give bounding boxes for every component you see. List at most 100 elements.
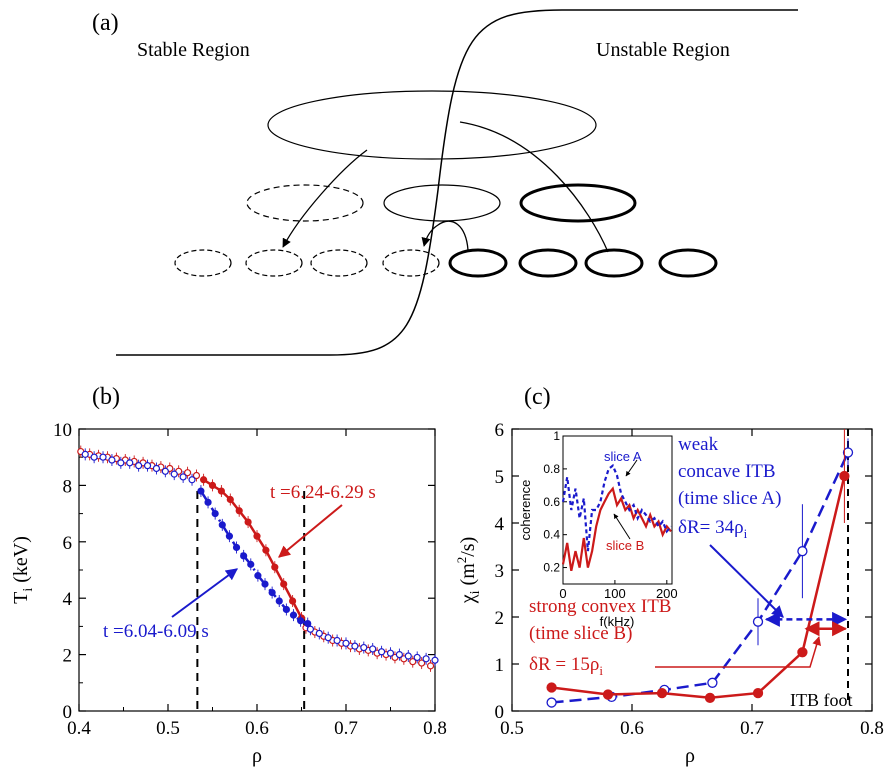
blue-label-line2: concave ITB bbox=[678, 461, 776, 482]
b-red-filled-point bbox=[208, 481, 217, 489]
b-blue-open-point bbox=[90, 453, 98, 461]
b-ytick-label: 8 bbox=[63, 476, 73, 497]
small-eddy-8 bbox=[658, 248, 718, 278]
stable-region-label: Stable Region bbox=[137, 39, 250, 61]
small-eddy-4 bbox=[382, 249, 440, 277]
b-ytick-label: 2 bbox=[63, 646, 73, 667]
b-blue-open-point bbox=[333, 636, 341, 645]
b-blue-filled-point bbox=[240, 552, 248, 560]
c-slice-a-point bbox=[707, 677, 718, 688]
panel-c-label: (c) bbox=[524, 384, 551, 410]
small-eddy-5 bbox=[448, 248, 508, 278]
b-blue-open-point bbox=[143, 462, 152, 470]
b-blue-filled-point bbox=[275, 597, 283, 605]
b-ytick-label: 0 bbox=[63, 702, 73, 723]
b-xtick-label: 0.5 bbox=[156, 718, 180, 739]
b-xtick-label: 0.6 bbox=[245, 718, 269, 739]
c-slice-a-point bbox=[752, 616, 764, 627]
b-red-open-point bbox=[426, 662, 435, 670]
c-ytick-label: 6 bbox=[495, 420, 505, 441]
panel-b-marks bbox=[77, 445, 439, 672]
b-blue-filled-point bbox=[197, 487, 205, 495]
itb-foot-label: ITB foot bbox=[790, 690, 853, 710]
b-blue-filled-point bbox=[304, 619, 312, 628]
panel-a-label: (a) bbox=[92, 10, 119, 36]
b-red-filled-point bbox=[226, 495, 234, 504]
c-slice-a-point bbox=[842, 447, 854, 458]
large-eddy bbox=[267, 90, 597, 160]
b-ytick-label: 10 bbox=[53, 420, 72, 441]
c-slice-b-point bbox=[546, 682, 557, 693]
panel-b-xlabel: ρ bbox=[252, 745, 262, 767]
annotation-blue-arrow bbox=[171, 568, 238, 618]
medium-eddy-unstable bbox=[519, 183, 637, 223]
stability-boundary-curve bbox=[116, 9, 798, 356]
b-blue-open-point bbox=[404, 652, 412, 660]
cascade-arrow-1 bbox=[282, 149, 368, 248]
inset-slice-a-line bbox=[561, 463, 672, 552]
unstable-region-label: Unstable Region bbox=[596, 39, 730, 61]
panel-c: (c) 0.5 0.6 0.7 0.8 0 1 2 3 4 5 6 χi (m2/s) ρ weak… bbox=[454, 384, 884, 767]
b-xtick-label: 0.7 bbox=[334, 718, 358, 739]
b-red-open-point bbox=[183, 469, 192, 477]
cascade-arrow-3 bbox=[421, 220, 469, 251]
inset-slice-a-arrow bbox=[625, 459, 638, 477]
panel-a: (a) Stable Region Unstable Region bbox=[92, 9, 798, 356]
b-blue-open-point bbox=[108, 456, 116, 464]
b-ytick-label: 4 bbox=[63, 589, 73, 610]
b-red-filled-point bbox=[244, 518, 252, 526]
red-label-line2: (time slice B) bbox=[529, 623, 632, 644]
b-blue-fit-line bbox=[199, 490, 309, 625]
b-blue-filled-point bbox=[268, 588, 276, 597]
medium-eddy-center bbox=[383, 184, 501, 222]
b-blue-open-point bbox=[188, 476, 196, 484]
inset-xtick-label: 200 bbox=[656, 586, 678, 601]
blue-label-line1: weak bbox=[678, 434, 719, 455]
b-blue-open-point bbox=[117, 459, 125, 467]
b-red-filled-point bbox=[271, 563, 279, 571]
b-blue-filled-point bbox=[297, 617, 305, 625]
b-ytick-label: 6 bbox=[63, 533, 73, 554]
b-blue-open-point bbox=[431, 656, 439, 664]
cascade-arrow-2 bbox=[459, 121, 609, 253]
b-blue-open-point bbox=[413, 653, 421, 662]
panel-c-xlabel: ρ bbox=[685, 745, 695, 767]
inset-ylabel: coherence bbox=[518, 480, 533, 541]
b-xtick-label: 0.8 bbox=[423, 718, 447, 739]
panel-b: (b) 0.4 0.5 0.6 0.7 0.8 0 2 4 6 8 10 Ti (keV) ρ t … bbox=[10, 384, 447, 767]
b-red-open-point bbox=[192, 471, 201, 480]
red-label-line1: strong convex ITB bbox=[529, 596, 671, 617]
annotation-red: t =6.24-6.29 s bbox=[270, 482, 376, 503]
b-blue-open-point bbox=[81, 450, 89, 458]
c-slice-b-point bbox=[704, 692, 716, 703]
c-xtick-label: 0.8 bbox=[860, 718, 884, 739]
c-slice-b-point bbox=[797, 647, 808, 658]
b-blue-open-point bbox=[161, 467, 169, 475]
c-xtick-label: 0.6 bbox=[620, 718, 644, 739]
b-blue-filled-point bbox=[261, 580, 269, 588]
b-red-filled-point bbox=[289, 597, 297, 605]
c-slice-a-point bbox=[546, 697, 557, 708]
small-eddy-1 bbox=[174, 249, 232, 277]
b-red-filled-point bbox=[280, 580, 288, 588]
annotation-blue: t =6.04-6.09 s bbox=[103, 621, 209, 642]
c-ytick-label: 0 bbox=[495, 702, 505, 723]
b-blue-filled-point bbox=[211, 509, 219, 518]
panel-b-frame bbox=[78, 428, 436, 712]
b-blue-open-point bbox=[386, 649, 395, 657]
b-blue-open-point bbox=[152, 464, 161, 473]
panel-c-marks bbox=[546, 429, 854, 708]
b-blue-filled-point bbox=[254, 572, 262, 580]
inset-ytick-label: 0.6 bbox=[543, 495, 560, 509]
b-blue-open-point bbox=[315, 629, 323, 638]
b-blue-open-point bbox=[324, 634, 332, 642]
inset-slice-b-label: slice B bbox=[606, 538, 644, 553]
b-blue-open-point bbox=[422, 655, 430, 663]
b-blue-open-point bbox=[99, 453, 107, 461]
b-blue-filled-point bbox=[204, 498, 212, 506]
inset-xlabel: f(kHz) bbox=[600, 614, 635, 629]
b-red-open-point bbox=[409, 658, 417, 666]
b-red-filled-point bbox=[253, 532, 261, 540]
inset-ticks: 0 100 200 0.2 0.4 0.6 0.8 1 bbox=[543, 429, 677, 601]
panel-b-ticks: 0.4 0.5 0.6 0.7 0.8 0 2 4 6 8 10 bbox=[53, 420, 447, 739]
